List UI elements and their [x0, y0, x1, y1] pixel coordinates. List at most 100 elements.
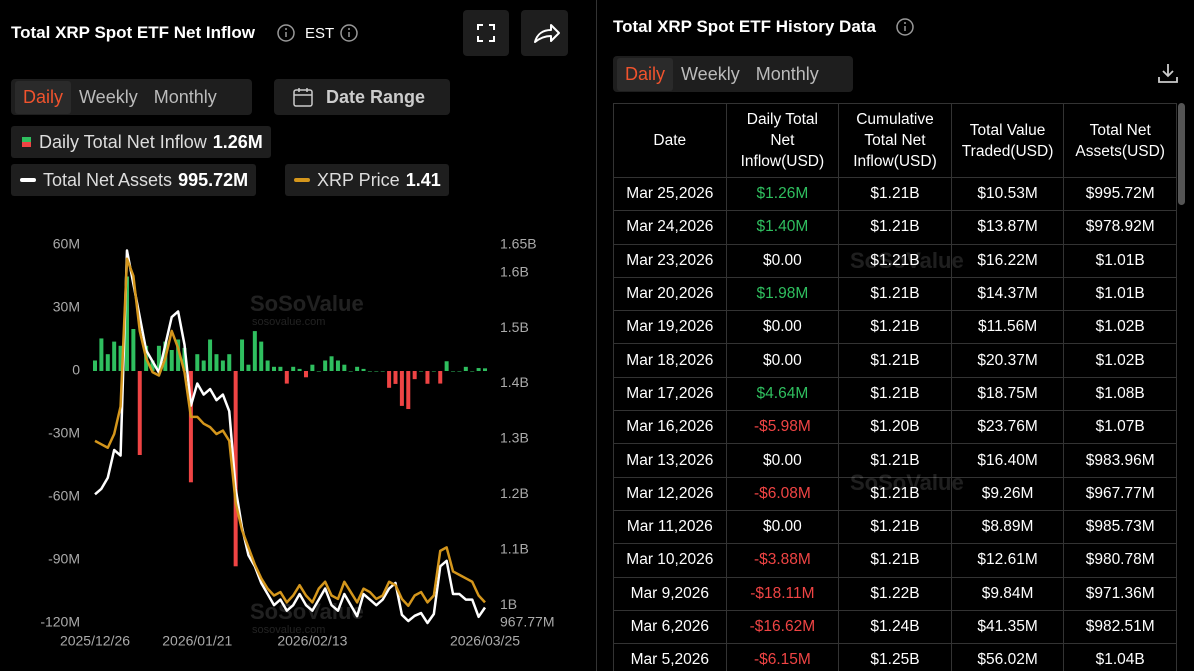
bar [156, 345, 161, 371]
table-cell: -$16.62M [725, 609, 840, 645]
bar [412, 371, 417, 380]
watermark: sosovalue.com [252, 316, 325, 328]
info-icon[interactable] [276, 23, 296, 43]
table-cell: $1.01B [1063, 276, 1177, 312]
legend-swatch [22, 137, 31, 147]
bar [208, 339, 213, 371]
scrollbar[interactable] [1178, 103, 1185, 205]
table-cell: $1.21B [838, 310, 952, 345]
table-cell: $1.02B [1063, 343, 1177, 378]
bar [470, 371, 475, 372]
legend-swatch [20, 178, 36, 182]
table-cell: Mar 24,2026 [613, 210, 727, 245]
date-range-button[interactable]: Date Range [274, 79, 450, 115]
bar [246, 364, 251, 371]
table-row: Mar 24,2026 $1.40M $1.21B $13.87M $978.92M [613, 210, 1177, 245]
y2-tick-label: 1.3B [500, 430, 529, 446]
table-cell: Mar 20,2026 [613, 276, 727, 312]
bar [335, 360, 340, 371]
download-button[interactable] [1156, 61, 1180, 85]
bar [387, 371, 392, 388]
table-cell: Mar 12,2026 [613, 476, 727, 511]
table-cell: Mar 10,2026 [613, 543, 727, 578]
x-tick-label: 2026/03/25 [450, 633, 520, 649]
tab[interactable]: Daily [15, 80, 72, 114]
tab[interactable]: Monthly [153, 86, 217, 107]
y-tick-label: 30M [53, 299, 80, 315]
table-cell: $1.20B [838, 410, 952, 445]
table-cell: $1.21B [838, 343, 952, 378]
table-cell: $0.00 [725, 509, 840, 545]
table-cell: $11.56M [950, 310, 1065, 345]
table-cell: $1.08B [1063, 376, 1177, 412]
bar [252, 331, 257, 371]
tab-group: Daily Weekly Monthly [11, 79, 252, 115]
table-cell: -$5.98M [725, 410, 840, 445]
y-tick-label: -120M [40, 614, 80, 630]
bar [291, 366, 296, 371]
table-cell: $18.75M [950, 376, 1065, 412]
watermark: sosovalue.com [252, 624, 325, 636]
table-row: Mar 6,2026 -$16.62M $1.24B $41.35M $982.51M [613, 609, 1177, 645]
table-title: Total XRP Spot ETF History Data [613, 17, 876, 36]
y-tick-label: 60M [53, 236, 80, 252]
table-cell: $978.92M [1063, 210, 1177, 245]
bar [93, 360, 97, 371]
table-cell: Mar 17,2026 [613, 376, 727, 412]
bar [169, 350, 174, 371]
bar [105, 354, 110, 371]
info-icon[interactable] [895, 17, 915, 37]
share-button[interactable] [521, 10, 568, 56]
y2-tick-label: 1.1B [500, 540, 529, 556]
bar [214, 354, 219, 371]
table-row: Mar 12,2026 -$6.08M $1.21B $9.26M $967.77M [613, 476, 1177, 511]
bar [272, 366, 277, 371]
bar [380, 371, 385, 372]
legend-item[interactable]: Daily Total Net Inflow 1.26M [11, 126, 271, 158]
table-row: Mar 10,2026 -$3.88M $1.21B $12.61M $980.78M [613, 543, 1177, 578]
bar [131, 329, 136, 371]
bar [399, 371, 404, 406]
legend-item[interactable]: Total Net Assets 995.72M [11, 164, 257, 196]
table-row: Mar 25,2026 $1.26M $1.21B $10.53M $995.72M [613, 176, 1177, 212]
tab[interactable]: Monthly [755, 63, 819, 84]
table-row: Mar 18,2026 $0.00 $1.21B $20.37M $1.02B [613, 343, 1177, 378]
bar [201, 360, 206, 371]
chart: SoSoValue sosovalue.com SoSoValue sosova… [40, 236, 554, 649]
bar [137, 371, 142, 455]
bar [220, 360, 225, 371]
table-cell: Mar 9,2026 [613, 576, 727, 611]
table-cell: Mar 25,2026 [613, 176, 727, 212]
y2-tick-label: 1.2B [500, 485, 529, 501]
legend-value: 1.26M [212, 131, 263, 152]
y-tick-label: -90M [48, 551, 80, 567]
bar [329, 356, 334, 371]
bar [438, 371, 443, 384]
y2-tick-label: 1.5B [500, 319, 529, 335]
bar [348, 371, 353, 372]
tab[interactable]: Weekly [681, 63, 740, 84]
timezone[interactable]: EST [305, 25, 335, 42]
legend-item[interactable]: XRP Price 1.41 [285, 164, 449, 196]
table-row: Mar 13,2026 $0.00 $1.21B $16.40M $983.96M [613, 443, 1177, 478]
tab[interactable]: Daily [617, 57, 674, 91]
table-cell: $1.98M [725, 276, 840, 312]
table-cell: $56.02M [950, 643, 1065, 671]
table-cell: $8.89M [950, 509, 1065, 545]
fullscreen-button[interactable] [463, 10, 509, 56]
bar [342, 364, 347, 371]
table-cell: -$18.11M [725, 576, 840, 611]
bar [374, 371, 379, 372]
table-cell: $14.37M [950, 276, 1065, 312]
x-tick-label: 2026/01/21 [162, 633, 232, 649]
table-cell: $1.21B [838, 176, 952, 212]
tab[interactable]: Weekly [79, 86, 138, 107]
table-cell: $985.73M [1063, 509, 1177, 545]
bar [297, 368, 302, 371]
info-icon[interactable] [339, 23, 359, 43]
table-cell: $1.21B [838, 243, 952, 278]
table-cell: $41.35M [950, 609, 1065, 645]
bar [355, 366, 360, 371]
table-cell: $0.00 [725, 443, 840, 478]
